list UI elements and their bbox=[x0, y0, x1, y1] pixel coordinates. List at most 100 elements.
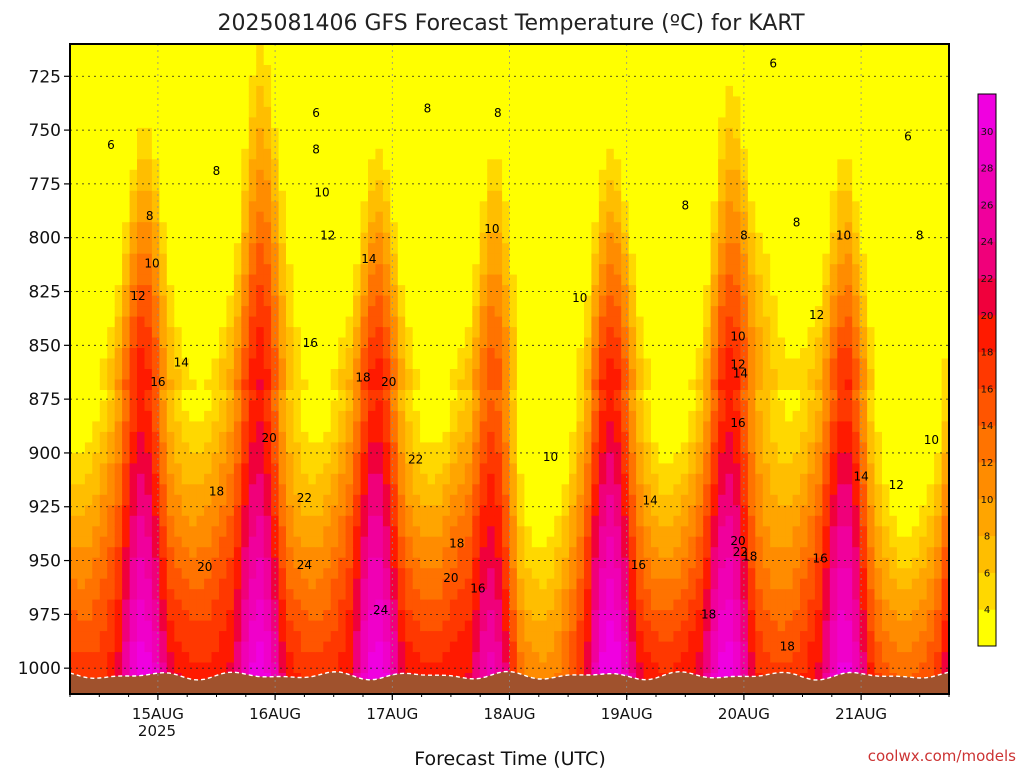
temperature-cell bbox=[353, 526, 362, 538]
temperature-cell bbox=[636, 515, 645, 527]
temperature-cell bbox=[636, 610, 645, 622]
temperature-cell bbox=[621, 620, 630, 632]
temperature-cell bbox=[144, 620, 153, 632]
temperature-cell bbox=[665, 337, 674, 349]
temperature-cell bbox=[226, 201, 235, 213]
temperature-cell bbox=[263, 316, 272, 328]
temperature-cell bbox=[442, 316, 451, 328]
temperature-cell bbox=[122, 662, 131, 674]
temperature-cell bbox=[598, 662, 607, 674]
temperature-cell bbox=[338, 96, 347, 108]
temperature-cell bbox=[405, 505, 414, 517]
temperature-cell bbox=[286, 547, 294, 559]
temperature-cell bbox=[174, 599, 183, 611]
temperature-cell bbox=[345, 526, 354, 538]
temperature-cell bbox=[606, 568, 615, 580]
temperature-cell bbox=[323, 620, 332, 632]
temperature-cell bbox=[129, 369, 138, 381]
temperature-cell bbox=[665, 306, 674, 318]
temperature-cell bbox=[129, 96, 138, 108]
temperature-cell bbox=[606, 631, 615, 643]
temperature-cell bbox=[591, 547, 600, 559]
temperature-cell bbox=[397, 410, 406, 422]
temperature-cell bbox=[226, 295, 235, 307]
temperature-cell bbox=[114, 274, 123, 286]
temperature-cell bbox=[293, 431, 302, 443]
temperature-cell bbox=[442, 473, 451, 485]
temperature-cell bbox=[531, 410, 540, 422]
temperature-cell bbox=[159, 515, 168, 527]
temperature-cell bbox=[256, 222, 265, 234]
temperature-cell bbox=[472, 568, 481, 580]
temperature-cell bbox=[539, 306, 548, 318]
temperature-cell bbox=[591, 222, 600, 234]
temperature-cell bbox=[569, 578, 578, 590]
temperature-cell bbox=[457, 526, 466, 538]
temperature-cell bbox=[315, 148, 324, 160]
temperature-cell bbox=[457, 190, 466, 202]
temperature-cell bbox=[241, 442, 250, 454]
temperature-cell bbox=[584, 65, 592, 77]
temperature-cell bbox=[569, 264, 578, 276]
temperature-cell bbox=[539, 85, 548, 97]
temperature-cell bbox=[263, 515, 272, 527]
temperature-cell bbox=[569, 96, 578, 108]
temperature-cell bbox=[442, 232, 451, 244]
temperature-cell bbox=[516, 431, 525, 443]
temperature-cell bbox=[539, 442, 548, 454]
temperature-cell bbox=[554, 243, 563, 255]
temperature-cell bbox=[546, 610, 555, 622]
temperature-cell bbox=[226, 159, 235, 171]
temperature-cell bbox=[390, 274, 399, 286]
temperature-cell bbox=[129, 222, 138, 234]
temperature-cell bbox=[353, 274, 362, 286]
temperature-cell bbox=[487, 505, 496, 517]
temperature-cell bbox=[643, 390, 652, 402]
temperature-cell bbox=[457, 578, 466, 590]
temperature-cell bbox=[271, 232, 280, 244]
temperature-cell bbox=[405, 463, 414, 475]
temperature-cell bbox=[196, 547, 205, 559]
temperature-cell bbox=[360, 85, 369, 97]
temperature-cell bbox=[211, 201, 220, 213]
temperature-cell bbox=[241, 410, 250, 422]
temperature-cell bbox=[435, 106, 443, 118]
temperature-cell bbox=[166, 306, 175, 318]
temperature-cell bbox=[271, 431, 280, 443]
temperature-cell bbox=[286, 65, 294, 77]
temperature-cell bbox=[166, 75, 175, 87]
temperature-cell bbox=[77, 599, 86, 611]
temperature-cell bbox=[70, 463, 78, 475]
temperature-cell bbox=[606, 652, 615, 664]
temperature-cell bbox=[502, 400, 511, 412]
temperature-cell bbox=[390, 148, 399, 160]
temperature-cell bbox=[114, 589, 123, 601]
temperature-cell bbox=[584, 190, 592, 202]
temperature-cell bbox=[308, 159, 317, 171]
temperature-cell bbox=[412, 400, 421, 412]
temperature-cell bbox=[315, 348, 324, 360]
temperature-cell bbox=[286, 515, 294, 527]
temperature-cell bbox=[84, 54, 93, 66]
temperature-cell bbox=[293, 494, 302, 506]
temperature-cell bbox=[464, 652, 473, 664]
temperature-cell bbox=[427, 264, 436, 276]
temperature-cell bbox=[77, 348, 86, 360]
temperature-cell bbox=[561, 463, 570, 475]
temperature-cell bbox=[546, 44, 555, 56]
temperature-cell bbox=[479, 127, 488, 139]
temperature-cell bbox=[196, 358, 205, 370]
temperature-cell bbox=[92, 358, 101, 370]
temperature-cell bbox=[464, 316, 473, 328]
temperature-cell bbox=[442, 379, 451, 391]
temperature-cell bbox=[174, 44, 183, 56]
temperature-cell bbox=[643, 44, 652, 56]
temperature-cell bbox=[636, 557, 645, 569]
temperature-cell bbox=[92, 117, 101, 129]
temperature-cell bbox=[621, 505, 630, 517]
temperature-cell bbox=[241, 473, 250, 485]
temperature-cell bbox=[129, 295, 138, 307]
temperature-cell bbox=[338, 117, 347, 129]
temperature-cell bbox=[584, 473, 592, 485]
temperature-cell bbox=[196, 379, 205, 391]
